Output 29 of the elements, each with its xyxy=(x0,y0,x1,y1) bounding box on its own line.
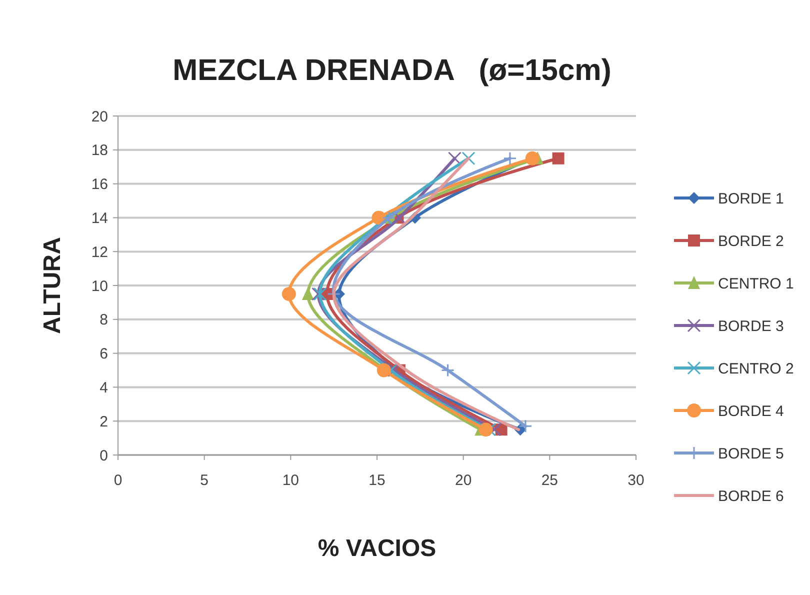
legend-label: BORDE 4 xyxy=(718,402,784,420)
y-tick-label: 14 xyxy=(91,210,108,227)
y-tick-label: 4 xyxy=(100,379,108,396)
x-tick-label: 0 xyxy=(114,472,122,489)
x-tick-label: 5 xyxy=(200,472,209,489)
x-tick-label: 15 xyxy=(368,472,386,489)
y-tick-label: 12 xyxy=(91,244,108,261)
x-tick-label: 20 xyxy=(454,472,472,489)
x-tick-label: 30 xyxy=(628,472,644,489)
y-tick-label: 20 xyxy=(91,108,108,126)
y-tick-label: 6 xyxy=(100,346,108,363)
legend-label: BORDE 2 xyxy=(718,232,784,250)
y-axis-title: ALTURA xyxy=(39,237,66,334)
y-tick-label: 16 xyxy=(91,176,108,194)
legend-label: BORDE 3 xyxy=(718,318,784,335)
y-tick-label: 0 xyxy=(100,447,108,464)
chart-title: MEZCLA DRENADA (ø=15cm) xyxy=(172,54,612,87)
y-tick-label: 8 xyxy=(100,312,108,329)
legend-label: CENTRO 2 xyxy=(718,360,794,378)
legend-label: CENTRO 1 xyxy=(718,275,794,292)
x-axis-title: % VACIOS xyxy=(318,535,436,562)
x-tick-label: 10 xyxy=(282,472,300,489)
legend-label: BORDE 5 xyxy=(718,445,784,462)
y-tick-label: 18 xyxy=(91,142,108,160)
legend-label: BORDE 6 xyxy=(718,488,784,505)
x-tick-label: 25 xyxy=(541,472,558,489)
legend-label: BORDE 1 xyxy=(718,190,784,208)
y-tick-label: 10 xyxy=(91,278,108,295)
y-tick-label: 2 xyxy=(100,413,108,430)
